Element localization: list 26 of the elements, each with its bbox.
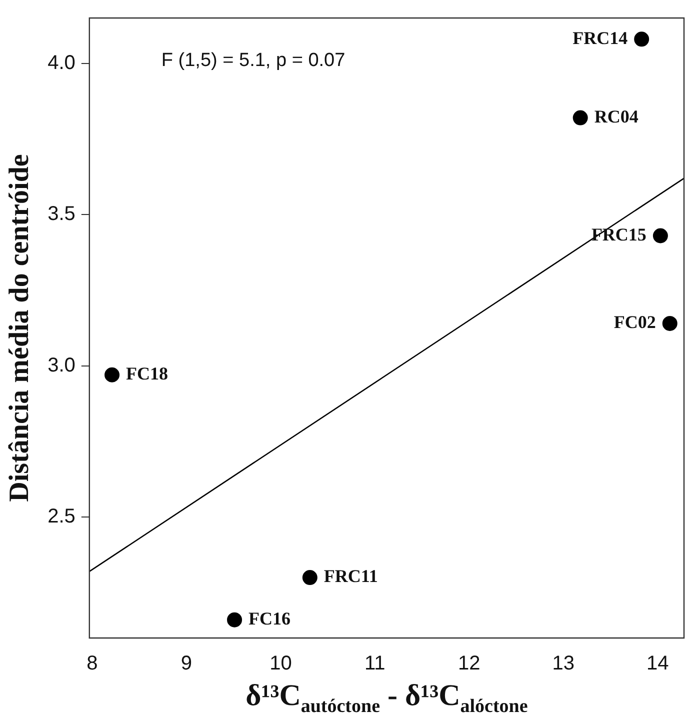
- annotation: F (1,5) = 5.1, p = 0.07: [161, 50, 346, 72]
- x-tick-label: 14: [646, 652, 669, 675]
- x-tick-label: 12: [458, 652, 480, 675]
- x-tick-label: 8: [86, 652, 98, 675]
- annotation: FRC11: [324, 566, 378, 586]
- x-tick-label: 10: [270, 652, 292, 675]
- x-tick-label: 9: [180, 652, 192, 675]
- y-tick-label: 3.0: [48, 354, 76, 376]
- point: [634, 32, 650, 47]
- point: [227, 612, 242, 628]
- annotation: FC02: [614, 312, 656, 332]
- annotation: RC04: [594, 106, 638, 126]
- y-tick-label: 4.0: [48, 52, 76, 74]
- x-tick-label: 11: [364, 652, 386, 675]
- point: [104, 367, 120, 382]
- y-tick-label: 2.5: [48, 506, 76, 528]
- point: [302, 570, 318, 586]
- y-tick-label: 3.5: [48, 203, 76, 226]
- x-tick-label: 13: [552, 652, 575, 675]
- y-axis-title: Distância média do centróide: [4, 154, 36, 502]
- point: [662, 316, 678, 331]
- point: [572, 110, 588, 126]
- annotation: FC16: [248, 608, 291, 629]
- point: [652, 228, 668, 244]
- annotation: FRC14: [572, 28, 628, 48]
- annotation: FC18: [126, 364, 168, 384]
